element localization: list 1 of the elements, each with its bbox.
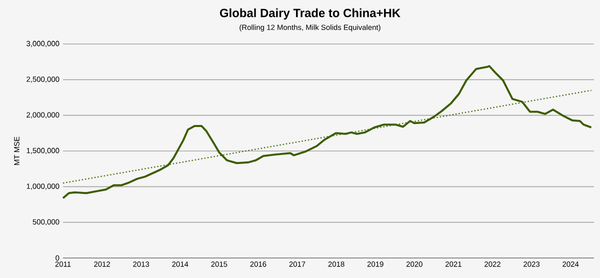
chart-title: Global Dairy Trade to China+HK: [220, 8, 400, 20]
